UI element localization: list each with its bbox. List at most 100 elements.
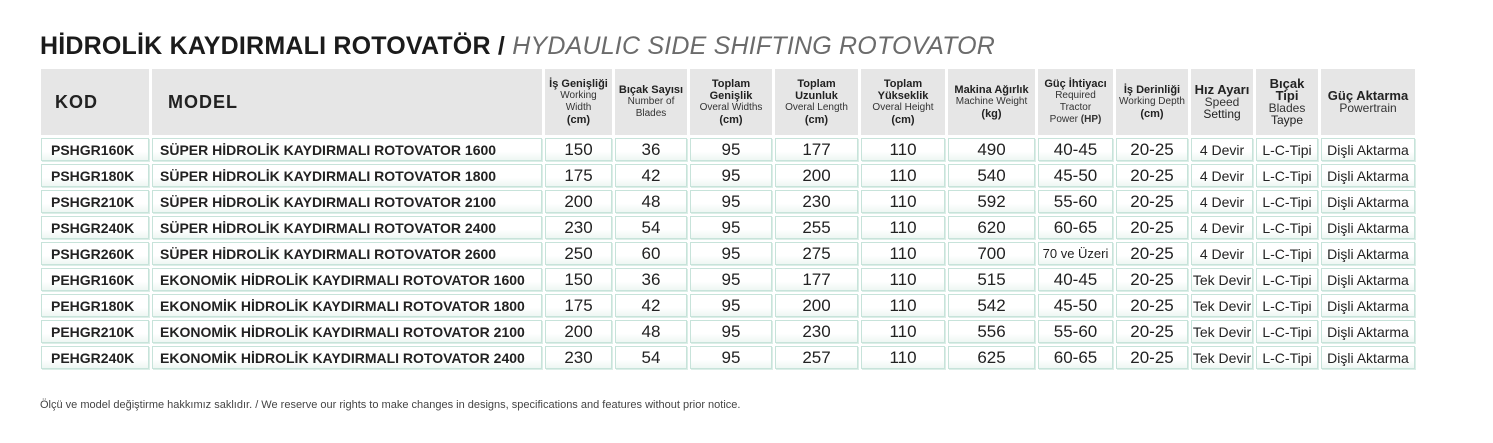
cell-power: 55-60 (1038, 320, 1113, 343)
cell-depth: 20-25 (1116, 268, 1188, 291)
cell-blades: 36 (615, 268, 687, 291)
cell-kod: PSHGR210K (41, 190, 149, 213)
cell-powertrain: Dişli Aktarma (1321, 294, 1415, 317)
cell-overall-width: 95 (690, 164, 772, 187)
cell-powertrain: Dişli Aktarma (1321, 138, 1415, 161)
cell-blades: 36 (615, 138, 687, 161)
cell-speed: Tek Devir (1191, 346, 1253, 369)
cell-blades: 42 (615, 164, 687, 187)
header-label-tr: Güç Aktarma (1327, 88, 1409, 103)
header-label-en-2: Taype (1270, 113, 1304, 127)
cell-depth: 20-25 (1116, 346, 1188, 369)
spec-table: KOD MODEL İş Genişliği Working Width (cm… (38, 66, 1418, 372)
cell-kod: PSHGR240K (41, 216, 149, 239)
header-overall-length: Toplam Uzunluk Overal Length (cm) (775, 69, 858, 135)
cell-blade-type: L-C-Tipi (1256, 294, 1318, 317)
cell-powertrain: Dişli Aktarma (1321, 268, 1415, 291)
cell-working-width: 230 (545, 216, 612, 239)
cell-blades: 60 (615, 242, 687, 265)
table-row: PEHGR180K EKONOMİK HİDROLİK KAYDIRMALI RO… (41, 294, 1415, 317)
cell-overall-length: 200 (775, 164, 858, 187)
cell-overall-height: 110 (861, 190, 945, 213)
cell-model: EKONOMİK HİDROLİK KAYDIRMALI ROTOVATOR 1… (152, 294, 542, 317)
header-label-en: Machine Weight (955, 96, 1028, 107)
cell-overall-width: 95 (690, 138, 772, 161)
cell-depth: 20-25 (1116, 138, 1188, 161)
title-separator: / (497, 32, 506, 60)
disclaimer-note: Ölçü ve model değiştirme hakkımız saklıd… (40, 399, 741, 411)
header-label-tr: Toplam Genişlik (709, 78, 753, 102)
cell-power: 60-65 (1038, 346, 1113, 369)
cell-blade-type: L-C-Tipi (1256, 216, 1318, 239)
cell-speed: Tek Devir (1191, 294, 1253, 317)
cell-powertrain: Dişli Aktarma (1321, 320, 1415, 343)
cell-power: 45-50 (1038, 164, 1113, 187)
cell-working-width: 230 (545, 346, 612, 369)
cell-speed: Tek Devir (1191, 320, 1253, 343)
table-row: PEHGR240K EKONOMİK HİDROLİK KAYDIRMALI RO… (41, 346, 1415, 369)
header-label-tr: Bıçak Sayısı (618, 84, 684, 96)
cell-kod: PEHGR240K (41, 346, 149, 369)
header-label-en: Overal Length (785, 102, 848, 113)
cell-weight: 620 (948, 216, 1035, 239)
cell-powertrain: Dişli Aktarma (1321, 164, 1415, 187)
cell-overall-height: 110 (861, 268, 945, 291)
cell-working-width: 150 (545, 268, 612, 291)
header-powertrain: Güç Aktarma Powertrain (1321, 69, 1415, 135)
cell-model: SÜPER HİDROLİK KAYDIRMALI ROTOVATOR 2400 (152, 216, 542, 239)
cell-overall-length: 200 (775, 294, 858, 317)
header-label-en: Blades (1268, 101, 1306, 115)
header-label-tr: Toplam Yükseklik (877, 78, 929, 102)
header-unit: (HP) (1080, 114, 1102, 125)
cell-model: EKONOMİK HİDROLİK KAYDIRMALI ROTOVATOR 2… (152, 346, 542, 369)
cell-weight: 540 (948, 164, 1035, 187)
cell-blades: 54 (615, 346, 687, 369)
cell-depth: 20-25 (1116, 216, 1188, 239)
header-label-en: Powertrain (1339, 101, 1397, 115)
header-label-tr: Makina Ağırlık (954, 84, 1029, 96)
page-title: HİDROLİK KAYDIRMALI ROTOVATÖR / HYDAULIC… (40, 30, 995, 62)
cell-model: SÜPER HİDROLİK KAYDIRMALI ROTOVATOR 2600 (152, 242, 542, 265)
cell-overall-length: 255 (775, 216, 858, 239)
cell-model: EKONOMİK HİDROLİK KAYDIRMALI ROTOVATOR 2… (152, 320, 542, 343)
cell-powertrain: Dişli Aktarma (1321, 216, 1415, 239)
cell-weight: 592 (948, 190, 1035, 213)
cell-depth: 20-25 (1116, 164, 1188, 187)
cell-working-width: 175 (545, 164, 612, 187)
cell-overall-length: 230 (775, 320, 858, 343)
cell-speed: Tek Devir (1191, 268, 1253, 291)
cell-depth: 20-25 (1116, 190, 1188, 213)
header-label-en: Working Depth (1119, 96, 1185, 107)
header-label-tr: Toplam Uzunluk (795, 78, 838, 102)
cell-powertrain: Dişli Aktarma (1321, 346, 1415, 369)
cell-weight: 625 (948, 346, 1035, 369)
header-label-tr: İş Derinliği (1123, 84, 1181, 96)
table-row: PSHGR180K SÜPER HİDROLİK KAYDIRMALI ROTOV… (41, 164, 1415, 187)
cell-speed: 4 Devir (1191, 164, 1253, 187)
cell-kod: PSHGR160K (41, 138, 149, 161)
cell-power: 45-50 (1038, 294, 1113, 317)
header-label-en: Speed (1204, 95, 1240, 109)
cell-overall-width: 95 (690, 216, 772, 239)
header-unit: (cm) (1140, 108, 1164, 120)
header-unit: (cm) (804, 114, 829, 126)
cell-overall-width: 95 (690, 268, 772, 291)
header-overall-height: Toplam Yükseklik Overal Height (cm) (861, 69, 945, 135)
cell-kod: PEHGR160K (41, 268, 149, 291)
cell-overall-width: 95 (690, 242, 772, 265)
header-label-tr: İş Genişliği (549, 78, 608, 90)
header-unit: (cm) (891, 114, 915, 126)
cell-blade-type: L-C-Tipi (1256, 242, 1318, 265)
cell-overall-width: 95 (690, 294, 772, 317)
title-turkish: HİDROLİK KAYDIRMALI ROTOVATÖR (40, 32, 491, 60)
cell-speed: 4 Devir (1191, 242, 1253, 265)
table-row: PSHGR160K SÜPER HİDROLİK KAYDIRMALI ROTOV… (41, 138, 1415, 161)
header-label-tr: Bıçak Tipi (1269, 76, 1305, 103)
header-unit: (cm) (566, 114, 591, 126)
header-label-en: Number of (627, 96, 675, 107)
header-row: KOD MODEL İş Genişliği Working Width (cm… (41, 69, 1415, 135)
header-label-en: Overal Widths (699, 102, 763, 113)
header-label-en: Required Tractor (1055, 90, 1096, 113)
cell-speed: 4 Devir (1191, 190, 1253, 213)
cell-blade-type: L-C-Tipi (1256, 190, 1318, 213)
